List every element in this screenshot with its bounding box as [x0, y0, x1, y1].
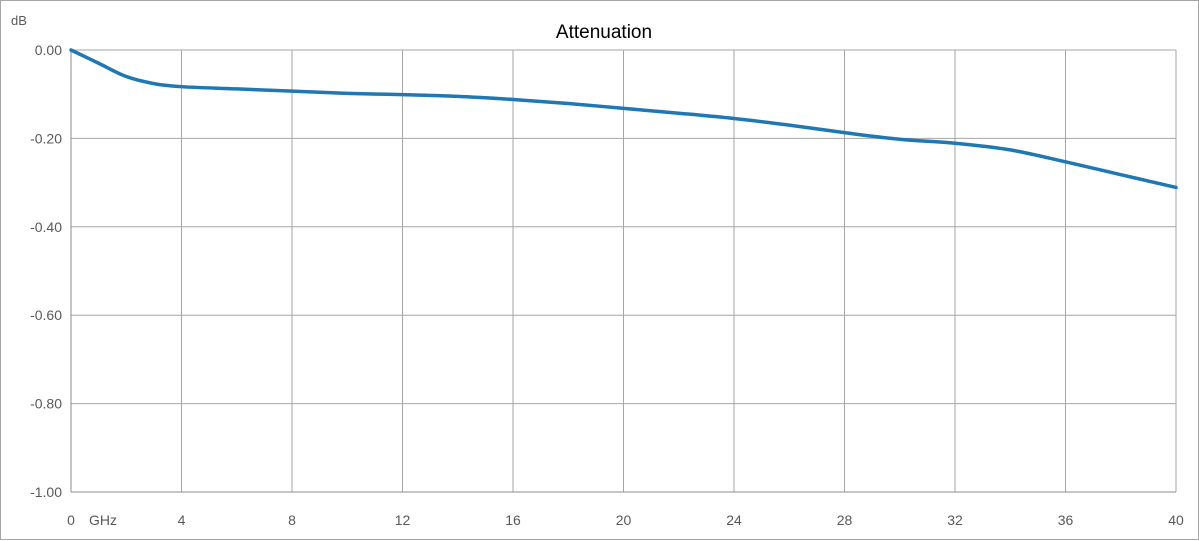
axes	[70, 50, 1176, 493]
x-tick-label: 12	[395, 512, 411, 528]
x-tick-label: 36	[1058, 512, 1074, 528]
x-tick-label: 0	[67, 512, 75, 528]
tick-labels: 0.00 -0.20 -0.40 -0.60 -0.80 -1.00 0 4 8 12 16 20 24…	[30, 42, 1184, 528]
y-tick-label: -0.20	[30, 130, 62, 146]
x-tick-label: 32	[947, 512, 963, 528]
y-tick-label: 0.00	[35, 42, 62, 58]
x-tick-label: 4	[178, 512, 186, 528]
x-tick-label: 8	[288, 512, 296, 528]
y-axis-unit: dB	[11, 13, 27, 28]
series-line-attenuation	[69, 48, 1178, 190]
x-tick-label: 16	[505, 512, 521, 528]
x-tick-label: 40	[1168, 512, 1184, 528]
y-tick-label: -0.60	[30, 307, 62, 323]
grid	[70, 49, 1177, 493]
x-tick-label: 28	[837, 512, 853, 528]
x-tick-label: 24	[726, 512, 742, 528]
x-tick-label: 20	[616, 512, 632, 528]
chart-title: Attenuation	[556, 22, 652, 43]
y-tick-label: -0.80	[30, 396, 62, 412]
y-tick-label: -0.40	[30, 219, 62, 235]
series	[69, 48, 1178, 190]
x-axis-unit: GHz	[89, 512, 117, 528]
y-tick-label: -1.00	[30, 484, 62, 500]
